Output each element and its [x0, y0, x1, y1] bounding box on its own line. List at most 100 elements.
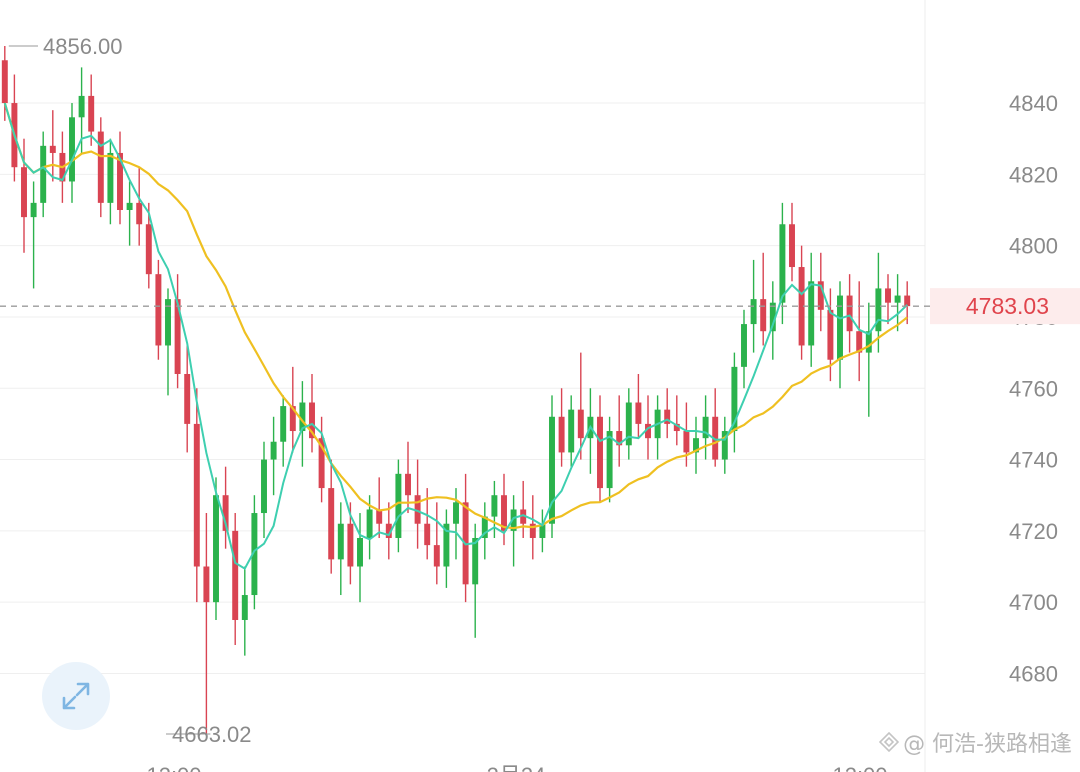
candle-body — [712, 416, 719, 460]
candle-body — [347, 523, 354, 567]
candles — [1, 46, 911, 734]
candle-body — [539, 523, 546, 538]
candle-body — [885, 288, 891, 303]
candle-body — [798, 267, 805, 346]
candle-body — [702, 416, 709, 439]
candle-body — [568, 409, 575, 453]
candle-body — [174, 299, 181, 374]
candle-body — [443, 523, 450, 567]
price-grid — [0, 102, 925, 674]
expand-icon — [62, 682, 90, 710]
candle-body — [165, 299, 171, 346]
y-tick-label: 4700 — [1009, 590, 1058, 615]
candle-body — [107, 152, 114, 203]
candle-body — [251, 513, 258, 596]
candle-body — [49, 145, 56, 153]
candle-body — [481, 516, 488, 538]
y-tick-label: 4800 — [1009, 234, 1058, 259]
candle-body — [222, 495, 229, 531]
candle-body — [904, 295, 911, 307]
candle-body — [808, 281, 815, 346]
candle-body — [827, 309, 834, 360]
candle-body — [894, 295, 901, 303]
y-tick-label: 4760 — [1009, 376, 1058, 401]
candle-body — [126, 202, 133, 210]
candle-body — [741, 324, 747, 367]
candle-body — [875, 288, 882, 332]
candle-body — [299, 402, 306, 432]
candle-body — [328, 488, 335, 560]
candle-body — [270, 441, 277, 460]
candle-body — [309, 402, 315, 439]
candle-body — [21, 167, 27, 218]
candle-body — [664, 409, 671, 424]
candle-body — [491, 495, 498, 517]
candle-body — [78, 95, 85, 118]
candle-body — [424, 523, 431, 546]
candle-body — [241, 595, 248, 620]
candle-body — [635, 402, 642, 424]
candle-body — [203, 566, 210, 603]
x-tick-label: 12:00 — [832, 763, 887, 772]
candle-body — [645, 423, 651, 439]
candle-body — [433, 545, 440, 567]
candle-body — [289, 406, 296, 432]
low-label: 4663.02 — [172, 722, 252, 747]
candle-body — [750, 299, 757, 325]
candle-body — [616, 431, 623, 446]
candle-body — [318, 438, 325, 489]
high-label: 4856.00 — [43, 34, 123, 59]
y-tick-label: 4820 — [1009, 162, 1058, 187]
candle-body — [865, 331, 872, 353]
candle-body — [184, 373, 191, 424]
candle-body — [673, 423, 680, 432]
candle-body — [549, 416, 555, 524]
candle-body — [731, 366, 738, 432]
candle-body — [453, 502, 459, 524]
candle-body — [693, 438, 699, 453]
current-price-tag — [930, 288, 1080, 325]
candle-body — [529, 523, 536, 538]
candle-body — [395, 473, 402, 538]
watermark: @ 何浩-狭路相逢 — [879, 726, 1072, 758]
candle-body — [213, 495, 219, 603]
x-tick-label: 2月24 — [487, 763, 546, 772]
candle-body — [577, 409, 584, 439]
candle-body — [414, 495, 421, 524]
candle-body — [789, 224, 795, 268]
candle-body — [337, 523, 344, 560]
candle-body — [376, 509, 383, 524]
candle-body — [88, 95, 95, 132]
candle-body — [769, 302, 776, 332]
candle-body — [385, 523, 392, 538]
y-tick-label: 4840 — [1009, 91, 1058, 116]
candle-body — [40, 145, 47, 203]
candle-body — [472, 537, 479, 585]
candle-body — [69, 117, 75, 182]
candle-body — [30, 202, 37, 218]
candle-body — [558, 416, 565, 453]
candle-body — [357, 537, 363, 567]
candle-body — [145, 224, 152, 275]
candle-body — [817, 281, 824, 310]
expand-button[interactable] — [42, 662, 110, 730]
candle-body — [520, 509, 527, 524]
candle-body — [846, 295, 853, 332]
candle-body — [510, 509, 517, 531]
candle-body — [366, 509, 373, 538]
candle-body — [97, 131, 104, 203]
candle-body — [136, 202, 143, 225]
candle-body — [856, 331, 863, 353]
candle-body — [232, 530, 239, 620]
ma-long-line — [3, 102, 908, 530]
y-tick-label: 4680 — [1009, 661, 1058, 686]
candle-body — [193, 423, 200, 567]
candle-body — [779, 224, 786, 303]
candle-body — [1, 60, 8, 104]
candle-body — [117, 152, 123, 210]
watermark-logo-icon — [879, 732, 900, 752]
candle-body — [280, 406, 287, 442]
y-tick-label: 4740 — [1009, 448, 1058, 473]
watermark-text: @ 何浩-狭路相逢 — [903, 732, 1072, 757]
